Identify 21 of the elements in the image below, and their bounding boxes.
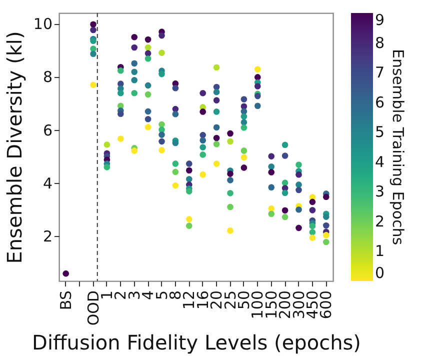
y-tick-label: 10	[33, 15, 52, 34]
color-bar-label: 0	[375, 264, 385, 282]
color-bar-label: 9	[375, 11, 385, 29]
color-bar-label: 6	[375, 93, 385, 112]
x-tick-label: 600	[317, 290, 336, 320]
color-bar-label: 8	[375, 34, 385, 52]
y-tick-label: 4	[42, 174, 52, 192]
y-tick-label: 2	[42, 227, 52, 246]
color-bar-title: Ensemble Training Epochs	[389, 48, 407, 246]
x-axis-title: Diffusion Fidelity Levels (epochs)	[32, 330, 361, 355]
color-bar-label: 3	[375, 182, 385, 201]
x-tick-label: BS	[56, 290, 75, 310]
y-tick-label: 8	[42, 68, 52, 86]
y-tick-label: 6	[42, 121, 52, 140]
color-bar-label: 4	[375, 152, 385, 171]
color-bar-label: 7	[375, 64, 385, 82]
color-bar-label: 2	[375, 212, 385, 230]
color-bar-label: 1	[375, 242, 385, 260]
color-bar-label: 5	[375, 123, 385, 142]
y-axis-title: Ensemble Diversity (kl)	[2, 31, 26, 264]
x-tick-label: OOD	[84, 290, 102, 326]
